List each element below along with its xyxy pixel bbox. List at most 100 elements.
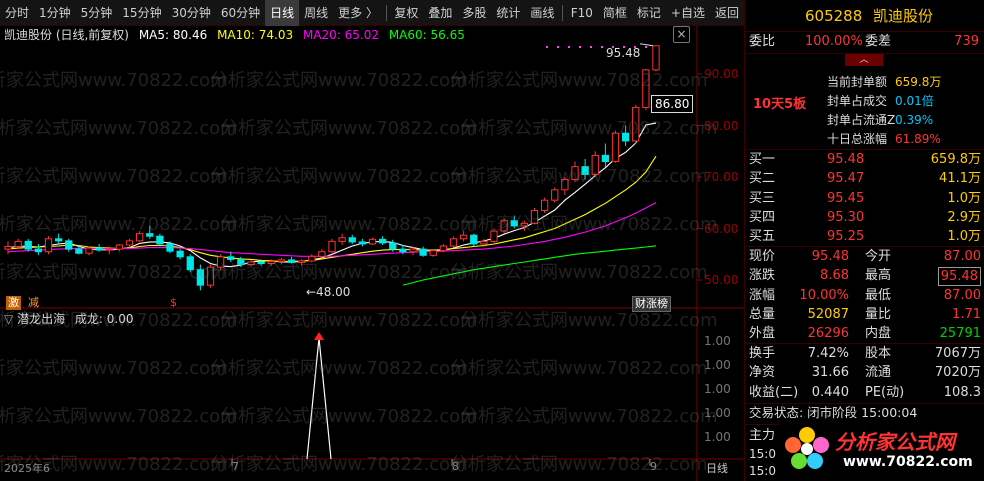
toolbar-item-5[interactable]: 60分钟 <box>220 5 261 20</box>
bid-label: 买五 <box>749 229 776 245</box>
signal-dot <box>612 46 614 48</box>
toolbar-item-15[interactable]: 简框 <box>602 5 627 20</box>
bid-row[interactable]: 买三 95.45 1.0万 <box>745 189 984 209</box>
candle-up <box>4 246 12 250</box>
toolbar-item-6[interactable]: 日线 <box>265 0 300 26</box>
quote-label-2: 最低 <box>865 287 892 303</box>
indicator-legend[interactable]: ▽ 潜龙出海 成龙: 0.00 <box>4 311 133 327</box>
candle-down <box>34 248 43 253</box>
quote-row: 外盘 26296 内盘 25791 <box>745 324 984 344</box>
candle-down <box>348 237 356 243</box>
quote-row: 现价 95.48 今开 87.00 <box>745 247 984 267</box>
badge-ji[interactable]: 激 <box>6 296 21 310</box>
candle-down <box>146 233 154 237</box>
toolbar-item-13[interactable]: 画线 <box>530 5 555 20</box>
indicator-axis-tick: 1.00 <box>704 334 731 348</box>
badge-caizhangbang[interactable]: 财涨榜 <box>632 296 671 312</box>
bid-row[interactable]: 买二 95.47 41.1万 <box>745 169 984 189</box>
toolbar-item-2[interactable]: 5分钟 <box>80 5 113 20</box>
toolbar-item-18[interactable]: 返回 <box>714 5 739 20</box>
toolbar-item-3[interactable]: 15分钟 <box>122 5 162 20</box>
candle-up <box>318 251 326 257</box>
toolbar-item-1[interactable]: 1分钟 <box>39 5 71 20</box>
kline-chart-svg[interactable] <box>0 26 744 481</box>
candle-up <box>611 132 620 163</box>
toolbar-item-7[interactable]: 周线 <box>304 5 329 20</box>
candle-up <box>115 244 124 250</box>
candle-up <box>308 255 316 262</box>
fin-value-1: 31.66 <box>811 365 849 381</box>
candle-down <box>581 166 589 175</box>
info-value: 0.39% <box>895 113 934 127</box>
indicator-value: 成龙: 0.00 <box>74 312 134 326</box>
badge-dollar[interactable]: $ <box>170 296 177 309</box>
candle-down <box>176 250 184 258</box>
quote-row: 涨幅 10.00% 最低 87.00 <box>745 286 984 306</box>
candle-down <box>75 248 83 254</box>
indicator-spike <box>306 337 332 460</box>
trade-status: 交易状态: 闭市阶段 15:00:04 <box>749 405 918 420</box>
chart-close-button[interactable]: × <box>673 26 690 43</box>
kline-chart-area[interactable]: 凯迪股份 (日线,前复权) MA5: 80.46 MA10: 74.03 MA2… <box>0 26 744 481</box>
candle-up <box>571 166 579 181</box>
quote-value-1: 8.68 <box>820 268 849 284</box>
candle-up <box>135 233 144 242</box>
indicator-axis-tick: 1.00 <box>704 382 731 396</box>
quote-label-2: 最高 <box>865 268 892 284</box>
signal-dot <box>579 46 581 48</box>
toolbar-item-16[interactable]: 标记 <box>636 5 661 20</box>
period-toolbar: 分时 1分钟 5分钟 15分钟 30分钟 60分钟 日线 周线 更多 〉 复权 叠加 多股 统计 画线 F1… <box>0 0 744 26</box>
toolbar-item-14[interactable]: F10 <box>570 5 593 20</box>
weibi-label: 委比 <box>749 34 776 49</box>
toolbar-item-11[interactable]: 多股 <box>462 5 487 20</box>
candle-down <box>24 240 32 250</box>
site-logo: 分析家公式网 www.70822.com <box>779 420 984 478</box>
signal-dot <box>623 46 625 48</box>
expand-icon[interactable]: ︿ <box>845 54 883 66</box>
ma60-legend: MA60: 56.65 <box>388 28 465 42</box>
bid-row[interactable]: 买五 95.25 1.0万 <box>745 227 984 247</box>
toolbar-item-12[interactable]: 统计 <box>496 5 521 20</box>
logo-title: 分析家公式网 <box>835 430 955 454</box>
bid-volume: 41.1万 <box>939 171 981 187</box>
quote-label-1: 涨跌 <box>749 268 776 284</box>
candle-down <box>227 256 235 260</box>
ma-legend: 凯迪股份 (日线,前复权) MA5: 80.46 MA10: 74.03 MA2… <box>4 26 471 44</box>
date-axis-tick: 7 <box>232 460 239 473</box>
toolbar-item-8[interactable]: 更多 〉 <box>338 5 378 20</box>
x-axis-period-label[interactable]: 日线 <box>706 462 728 475</box>
bid-row[interactable]: 买一 95.48 659.8万 <box>745 150 984 170</box>
quote-value-2: 25791 <box>939 326 981 342</box>
signal-dot <box>590 46 592 48</box>
candle-down <box>95 247 103 251</box>
weicha-value: 739 <box>954 34 979 49</box>
candle-down <box>186 256 194 271</box>
board-tag: 10天5板 <box>753 97 807 112</box>
fin-value-1: 0.440 <box>811 384 849 400</box>
price-axis-tick: 90.00 <box>704 67 739 81</box>
collapse-icon[interactable]: ▽ <box>4 312 14 326</box>
candle-up <box>267 260 275 265</box>
bid-row[interactable]: 买四 95.30 2.9万 <box>745 208 984 228</box>
stock-name: 凯迪股份 <box>873 7 934 25</box>
toolbar-item-17[interactable]: +自选 <box>670 5 705 20</box>
info-label: 当前封单额 <box>827 75 888 89</box>
high-marker-line <box>639 43 654 47</box>
chart-title: 凯迪股份 (日线,前复权) <box>4 28 129 42</box>
quote-value-2: 87.00 <box>943 249 981 264</box>
ma-line-ma60 <box>402 245 657 286</box>
main-force-label[interactable]: 主力 <box>749 428 776 443</box>
info-label: 封单占成交 <box>827 94 888 108</box>
stock-code: 605288 <box>805 7 863 25</box>
candle-up <box>520 222 529 227</box>
fin-value-2: 7020万 <box>934 365 981 381</box>
toolbar-item-4[interactable]: 30分钟 <box>171 5 211 20</box>
toolbar-item-0[interactable]: 分时 <box>5 5 30 20</box>
badge-jian[interactable]: 减 <box>28 296 39 309</box>
bid-price: 95.47 <box>827 171 865 187</box>
bid-price: 95.45 <box>827 190 865 206</box>
candle-up <box>206 266 215 286</box>
fin-value-1: 7.42% <box>807 346 849 361</box>
toolbar-item-9[interactable]: 复权 <box>394 5 419 20</box>
toolbar-item-10[interactable]: 叠加 <box>428 5 453 20</box>
